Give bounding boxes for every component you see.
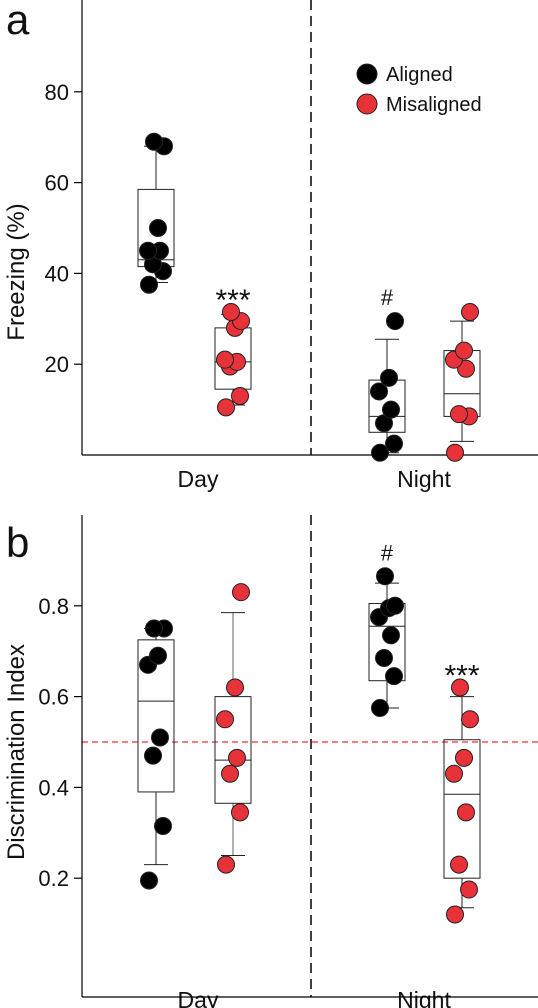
data-point <box>228 748 246 767</box>
panel-label-a: a <box>6 0 30 43</box>
data-point <box>455 748 473 767</box>
data-point <box>370 382 388 401</box>
data-point <box>382 626 400 645</box>
box-group <box>214 583 252 874</box>
box-group: # <box>368 285 406 462</box>
data-point <box>446 443 464 462</box>
box-group <box>443 302 481 462</box>
data-point <box>461 302 479 321</box>
panel-a-plot-area: *** # <box>137 132 481 462</box>
box-group <box>137 619 175 890</box>
data-point <box>221 764 239 783</box>
data-point <box>371 443 389 462</box>
data-point <box>217 855 235 874</box>
data-point <box>145 619 163 638</box>
data-point <box>460 880 478 899</box>
x-tick-label: Night <box>397 466 451 492</box>
data-point <box>226 678 244 697</box>
box-group: *** <box>214 284 252 417</box>
legend: Aligned Misaligned <box>356 63 482 116</box>
data-point <box>231 386 249 405</box>
data-point <box>217 398 235 417</box>
y-tick-label: 0.4 <box>38 775 69 800</box>
panel-b-plot-area: # *** <box>137 540 481 924</box>
data-point <box>149 219 167 237</box>
data-point <box>216 350 234 369</box>
box-group: *** <box>443 660 481 924</box>
data-point <box>386 596 404 615</box>
data-point <box>445 764 463 783</box>
box <box>137 639 175 793</box>
data-point <box>386 312 404 331</box>
data-point <box>371 698 389 717</box>
panel-a-y-axis-label: Freezing (%) <box>3 203 30 340</box>
panel-label-b: b <box>6 519 29 566</box>
data-point <box>222 302 240 321</box>
data-point <box>216 710 234 729</box>
y-tick-label: 0.8 <box>38 594 69 619</box>
legend-marker-misaligned <box>356 93 378 115</box>
box-group <box>137 132 175 294</box>
data-point <box>149 646 167 665</box>
y-tick-label: 0.2 <box>38 866 69 891</box>
data-point <box>461 710 479 729</box>
data-point <box>380 368 398 387</box>
data-point <box>450 855 468 874</box>
panel-a-x-ticks: Day Night <box>178 466 452 492</box>
data-point <box>450 405 468 424</box>
data-point <box>457 803 475 822</box>
legend-marker-aligned <box>356 63 378 85</box>
data-point <box>446 905 464 924</box>
data-point <box>385 667 403 686</box>
data-point <box>144 746 162 765</box>
box-group: # <box>368 540 406 717</box>
data-point <box>145 132 163 151</box>
data-point <box>451 678 469 697</box>
significance-label: # <box>381 540 394 565</box>
box <box>214 696 252 804</box>
panel-b-y-ticks: 0.2 0.4 0.6 0.8 <box>38 594 82 891</box>
y-tick-label: 0.6 <box>38 685 69 710</box>
data-point <box>375 649 393 668</box>
data-point <box>140 275 158 294</box>
data-point <box>232 583 250 602</box>
legend-label-aligned: Aligned <box>386 64 453 86</box>
data-point <box>376 567 394 586</box>
data-point <box>455 341 473 360</box>
significance-label: *** <box>444 660 479 693</box>
legend-label-misaligned: Misaligned <box>386 94 482 116</box>
data-point <box>151 728 169 747</box>
data-point <box>139 241 157 260</box>
panel-b: b Discrimination Index 0.20.40.60.8 Day N… <box>3 515 538 1008</box>
panel-a: a Freezing (%) 20 40 60 80 Day Night *** # Al… <box>3 0 538 492</box>
x-tick-label: Day <box>178 466 219 492</box>
panel-a-y-ticks: 20 40 60 80 <box>45 80 82 377</box>
y-tick-label: 60 <box>45 171 69 196</box>
data-point <box>140 871 158 890</box>
data-point <box>385 434 403 453</box>
panel-b-y-axis-label: Discrimination Index <box>3 644 30 860</box>
box <box>443 739 481 879</box>
data-point <box>154 816 172 835</box>
data-point <box>382 400 400 419</box>
data-point <box>457 359 475 378</box>
y-tick-label: 80 <box>45 80 69 105</box>
y-tick-label: 20 <box>45 352 69 377</box>
significance-label: # <box>381 285 394 310</box>
significance-label: *** <box>215 284 250 317</box>
data-point <box>231 803 249 822</box>
y-tick-label: 40 <box>45 261 69 286</box>
